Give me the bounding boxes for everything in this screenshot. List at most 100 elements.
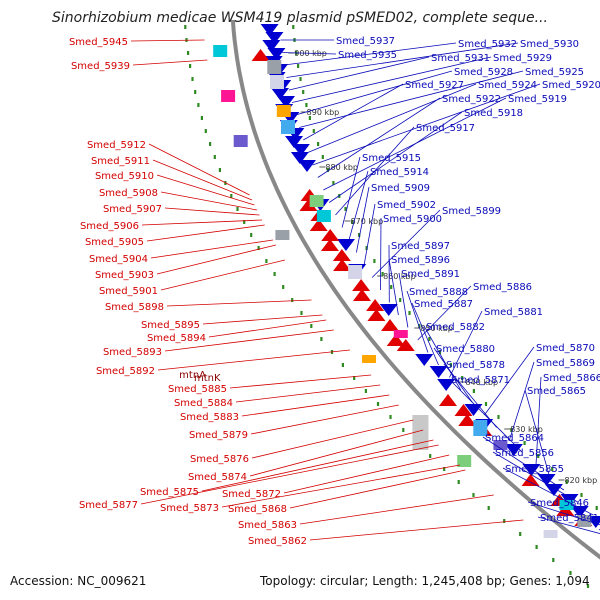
feature-box xyxy=(275,230,290,240)
gc-dot xyxy=(373,259,376,263)
right-leader-line xyxy=(537,516,600,534)
left-gene-label: Smed_5912 xyxy=(87,140,146,151)
reverse-gene-arrow xyxy=(570,506,589,518)
right-gene-label: Smed_5887 xyxy=(414,299,473,310)
right-gene-label: Smed_5932 xyxy=(458,39,517,50)
feature-box xyxy=(309,195,324,207)
left-leader-line xyxy=(251,419,414,459)
left-leader-line xyxy=(141,219,263,226)
summary-text: Topology: circular; Length: 1,245,408 bp… xyxy=(260,574,590,588)
feature-box xyxy=(457,455,472,467)
reverse-gene-arrow xyxy=(437,379,456,391)
reverse-gene-arrow xyxy=(379,304,398,316)
left-leader-line xyxy=(160,259,285,291)
right-gene-label: Smed_5937 xyxy=(336,36,395,47)
right-leader-line xyxy=(282,52,337,55)
right-gene-label: Smed_5846 xyxy=(530,498,589,509)
left-leader-line xyxy=(249,429,424,477)
right-gene-label: Smed_5880 xyxy=(436,344,495,355)
left-leader-line xyxy=(235,384,381,403)
gc-dot xyxy=(457,480,460,484)
forward-gene-arrow xyxy=(454,404,473,416)
right-gene-label: Smed_5929 xyxy=(493,53,552,64)
tick-label: 890 kbp xyxy=(307,108,340,117)
tick-label: 870 kbp xyxy=(351,217,384,226)
feature-box xyxy=(276,105,291,117)
feature-track xyxy=(213,24,600,538)
gc-dot xyxy=(257,246,260,250)
gc-dot xyxy=(537,454,540,458)
right-leader-line xyxy=(443,363,498,428)
right-gene-label: Smed_5919 xyxy=(508,94,567,105)
left-leader-line xyxy=(146,224,265,242)
right-leader-line xyxy=(284,42,457,66)
right-gene-label: Smed_5927 xyxy=(405,80,464,91)
left-gene-label: Smed_5872 xyxy=(222,489,281,500)
right-leader-line xyxy=(371,209,441,278)
right-gene-label: Smed_5897 xyxy=(391,241,450,252)
right-gene-label: Smed_5918 xyxy=(464,108,523,119)
gc-dot xyxy=(191,77,194,81)
gc-dot xyxy=(282,285,285,289)
forward-gene-arrow xyxy=(352,289,371,301)
forward-gene-arrow xyxy=(320,239,339,251)
right-gene-label: Smed_5882 xyxy=(426,322,485,333)
left-gene-label: Smed_5893 xyxy=(103,347,162,358)
left-gene-label: Smed_5895 xyxy=(141,320,200,331)
gc-dot xyxy=(552,558,555,562)
left-gene-label: Smed_5906 xyxy=(80,221,139,232)
left-gene-label: Smed_5876 xyxy=(190,454,249,465)
left-leader-line xyxy=(156,244,276,275)
gc-dot xyxy=(399,298,402,302)
right-gene-label: Smed_5866 xyxy=(543,373,600,384)
right-gene-label: Smed_5856 xyxy=(495,448,554,459)
left-leader-line xyxy=(208,319,327,338)
gc-dot xyxy=(305,103,308,107)
gc-dot xyxy=(443,467,446,471)
forward-gene-arrow xyxy=(386,334,405,346)
gc-dot xyxy=(535,545,538,549)
left-leader-line xyxy=(164,207,260,216)
gc-dot xyxy=(299,77,302,81)
right-gene-label: Smed_5888 xyxy=(409,287,468,298)
right-gene-label: Smed_5878 xyxy=(446,360,505,371)
right-gene-label: Smed_5924 xyxy=(478,80,537,91)
reverse-gene-arrow xyxy=(277,96,296,108)
right-leader-line xyxy=(317,97,441,178)
gc-dot xyxy=(510,428,513,432)
forward-gene-arrow xyxy=(321,229,340,241)
right-gene-label: Smed_5881 xyxy=(484,307,543,318)
gc-dot xyxy=(243,220,246,224)
right-leader-line xyxy=(335,126,415,216)
left-leader-line xyxy=(166,299,312,307)
forward-gene-arrow xyxy=(309,219,328,231)
gc-dot xyxy=(230,194,233,198)
left-leader-line xyxy=(289,469,466,509)
gc-dot xyxy=(213,155,216,159)
right-gene-labels: Smed_5937 Smed_5935 Smed_5932 Smed_5930 Smed… xyxy=(336,36,600,524)
left-gene-label: Smed_5874 xyxy=(188,472,247,483)
forward-gene-arrow xyxy=(380,319,399,331)
gc-dot xyxy=(438,350,442,354)
gc-dot xyxy=(402,428,405,432)
gc-dot xyxy=(595,506,598,510)
gc-dot xyxy=(209,142,212,146)
forward-gene-arrow xyxy=(299,199,318,211)
gc-dot xyxy=(376,402,380,406)
gc-dot xyxy=(310,324,313,328)
right-leader-line xyxy=(492,451,579,503)
gc-dot xyxy=(273,272,276,276)
reverse-gene-arrow xyxy=(336,239,355,251)
forward-gene-arrow xyxy=(367,309,386,321)
left-gene-label: Smed_5904 xyxy=(89,254,148,265)
gc-dot xyxy=(200,116,203,120)
right-gene-label: Smed_5871 xyxy=(451,375,510,386)
left-leader-line xyxy=(229,374,372,389)
right-gene-label: Smed_5915 xyxy=(362,153,421,164)
gc-dot xyxy=(472,389,475,393)
right-leader-line xyxy=(292,56,492,103)
left-leader-line xyxy=(241,394,390,417)
left-gene-label: Smed_5877 xyxy=(79,500,138,511)
forward-gene-arrow xyxy=(352,279,371,291)
gc-dot xyxy=(302,90,305,94)
